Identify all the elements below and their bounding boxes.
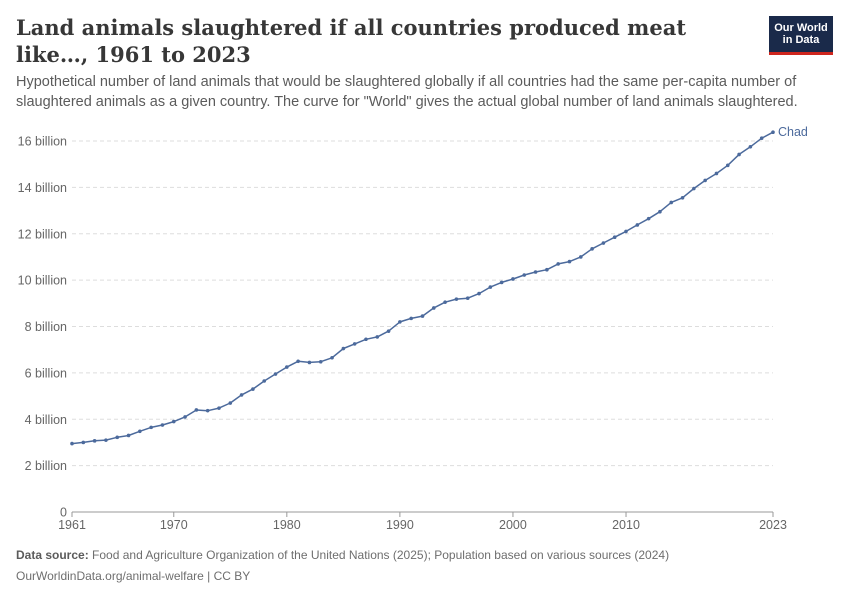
data-point (703, 178, 707, 183)
logo-line-2: in Data (782, 34, 820, 46)
x-tick-label: 1961 (58, 518, 86, 532)
data-point (386, 329, 391, 333)
series-label: Chad (778, 125, 808, 139)
y-tick-label: 6 billion (25, 366, 67, 380)
data-point (126, 433, 131, 438)
data-point (725, 163, 730, 168)
data-point (273, 372, 278, 376)
data-point (364, 337, 368, 342)
logo-line-1: Our World (774, 22, 828, 34)
data-point (318, 359, 323, 364)
data-point (624, 229, 628, 234)
data-point (646, 216, 651, 221)
x-axis: 1961 1970 1980 1990 2000 2010 2023 (58, 511, 787, 532)
data-point (160, 423, 165, 427)
data-point (149, 425, 153, 430)
data-point (138, 429, 142, 434)
y-tick-label: 14 billion (18, 181, 67, 195)
data-point (748, 144, 753, 149)
data-point (545, 267, 549, 272)
y-tick-label: 4 billion (25, 413, 67, 427)
y-tick-label: 8 billion (25, 320, 67, 334)
data-point (420, 314, 425, 318)
data-point (81, 440, 86, 445)
series-layer: Chad (70, 125, 808, 446)
data-point (104, 438, 108, 442)
data-point (285, 365, 289, 369)
owid-logo[interactable]: Our World in Data (769, 16, 833, 55)
data-point (511, 277, 515, 281)
data-point (70, 441, 74, 446)
chart-title: Land animals slaughtered if all countrie… (16, 15, 687, 67)
data-point (183, 415, 187, 419)
data-point (409, 316, 413, 321)
y-tick-label: 16 billion (18, 135, 67, 149)
data-source-text: Food and Agriculture Organization of the… (92, 548, 670, 562)
data-point (612, 235, 617, 240)
data-point (239, 393, 244, 397)
data-point (465, 296, 470, 301)
data-point (205, 408, 210, 413)
data-point (251, 387, 255, 391)
series-line-chad (71, 131, 774, 445)
data-point (590, 247, 594, 251)
data-point (578, 255, 583, 259)
data-point (759, 136, 764, 141)
data-point (692, 186, 696, 191)
data-point (375, 335, 380, 339)
data-point (307, 360, 312, 365)
y-axis-ticks: 0 2 billion 4 billion 6 billion 8 billion 10 … (18, 135, 67, 520)
data-point (488, 285, 493, 289)
data-point (680, 196, 685, 200)
x-tick-label: 2000 (499, 518, 527, 532)
data-point (658, 209, 662, 214)
data-point (601, 241, 606, 245)
data-point (262, 379, 267, 383)
x-tick-label: 1970 (160, 518, 188, 532)
data-point (635, 223, 640, 227)
grid-lines (72, 140, 773, 467)
data-point (398, 320, 402, 324)
chart-subtitle: Hypothetical number of land animals that… (16, 74, 798, 110)
data-point (330, 356, 334, 360)
y-tick-label: 0 (60, 506, 67, 520)
data-point (352, 342, 357, 346)
data-point (737, 152, 741, 157)
data-point (115, 435, 120, 440)
y-tick-label: 12 billion (18, 227, 67, 241)
x-tick-label: 2023 (759, 518, 787, 532)
data-point (454, 297, 459, 301)
data-point (341, 346, 346, 351)
data-point (171, 419, 176, 424)
y-tick-label: 10 billion (18, 274, 67, 288)
data-point (522, 273, 527, 277)
data-point (217, 406, 221, 410)
data-point (432, 306, 436, 310)
x-tick-label: 2010 (612, 518, 640, 532)
data-source-label: Data source: (16, 548, 89, 562)
data-point (443, 300, 447, 304)
data-point (194, 408, 199, 412)
data-point (296, 359, 300, 364)
data-point (92, 439, 97, 443)
data-point (477, 291, 481, 296)
data-point (771, 130, 775, 134)
data-point (533, 270, 538, 274)
data-point (669, 200, 674, 205)
data-point (499, 280, 504, 285)
data-point (567, 259, 572, 264)
y-tick-label: 2 billion (25, 459, 67, 473)
data-source-note: Data source: Food and Agriculture Organi… (16, 548, 669, 562)
url-license[interactable]: OurWorldinData.org/animal-welfare | CC B… (16, 569, 251, 583)
data-point (714, 171, 719, 176)
data-point (228, 401, 233, 405)
data-point (556, 262, 560, 266)
x-tick-label: 1990 (386, 518, 414, 532)
x-tick-label: 1980 (273, 518, 301, 532)
